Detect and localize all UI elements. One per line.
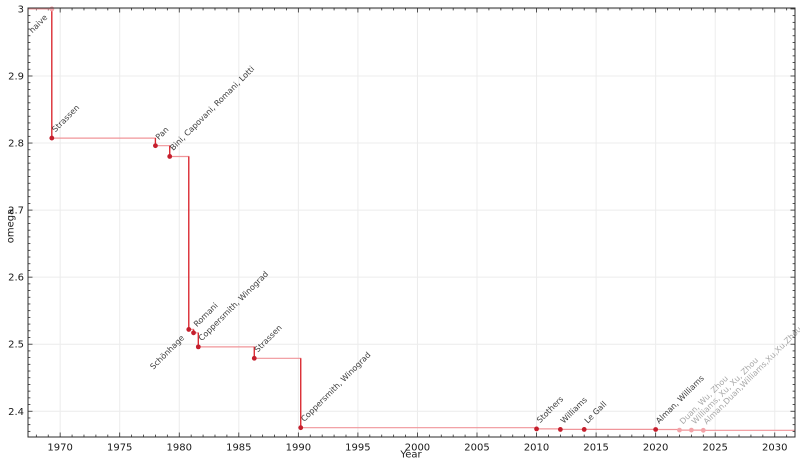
y-tick-label: 3 xyxy=(18,4,24,15)
data-point xyxy=(195,344,201,350)
y-tick-label: 2.9 xyxy=(8,71,24,82)
data-point xyxy=(251,355,257,361)
x-axis-title: Year xyxy=(400,449,422,460)
x-tick-label: 2030 xyxy=(762,443,787,454)
data-point xyxy=(653,427,659,432)
data-point xyxy=(191,330,196,336)
x-tick-label: 2020 xyxy=(643,443,668,454)
x-tick-label: 1980 xyxy=(167,443,192,454)
data-point xyxy=(581,427,587,432)
x-tick-label: 1970 xyxy=(47,443,72,454)
data-point xyxy=(186,327,192,332)
x-tick-label: 1990 xyxy=(286,443,311,454)
y-tick-label: 2.6 xyxy=(8,273,24,284)
x-tick-label: 2015 xyxy=(583,443,608,454)
data-point xyxy=(534,426,539,432)
point-label: Pan xyxy=(154,125,171,142)
point-label: Williams, Xu, Xu, Zhou xyxy=(690,356,760,426)
x-tick-label: 1975 xyxy=(107,443,132,454)
plot-frame xyxy=(27,7,796,438)
y-tick-label: 2.8 xyxy=(8,139,24,150)
x-tick-label: 1985 xyxy=(226,443,251,454)
y-tick-label: 2.4 xyxy=(8,407,24,418)
y-tick-label: 2.5 xyxy=(8,340,24,351)
data-point xyxy=(153,143,158,149)
data-point xyxy=(49,6,55,12)
x-tick-label: 1995 xyxy=(345,443,370,454)
point-label: Bini, Capovani, Romani, Lotti xyxy=(168,64,256,152)
x-tick-label: 2005 xyxy=(464,443,489,454)
data-point xyxy=(167,154,173,159)
point-label: naive xyxy=(27,13,49,35)
data-point xyxy=(557,427,563,432)
x-tick-label: 2025 xyxy=(702,443,727,454)
data-point xyxy=(677,427,682,433)
y-axis-title: omega xyxy=(5,208,17,244)
x-tick-label: 2010 xyxy=(524,443,549,454)
x-tick-label: 2000 xyxy=(405,443,430,454)
point-label: Coppersmith, Winograd xyxy=(299,350,372,423)
data-point xyxy=(700,427,706,433)
y-tick-label: 2.7 xyxy=(8,206,24,217)
data-point xyxy=(49,135,55,141)
point-label: Schönhage xyxy=(148,333,186,371)
point-label: Strassen xyxy=(253,323,284,354)
step-line xyxy=(28,8,795,431)
point-label: Strassen xyxy=(50,103,81,134)
data-point xyxy=(298,425,304,431)
data-point xyxy=(688,427,694,433)
